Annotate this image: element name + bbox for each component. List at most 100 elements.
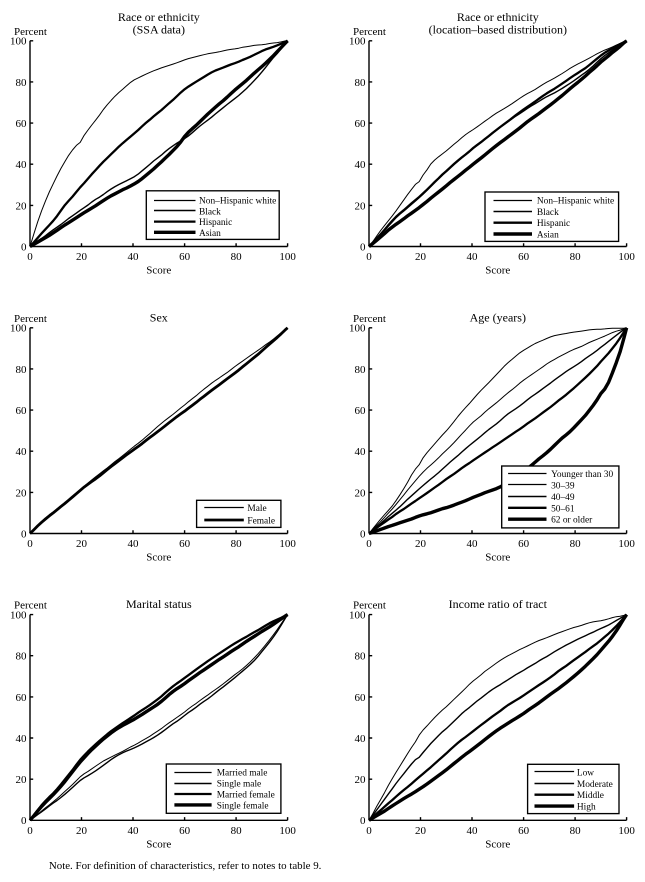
svg-text:60: 60 <box>518 538 530 550</box>
svg-text:60: 60 <box>518 825 530 837</box>
svg-text:20: 20 <box>415 251 427 263</box>
svg-text:20: 20 <box>16 200 28 212</box>
svg-text:Percent: Percent <box>14 313 47 325</box>
svg-text:60: 60 <box>16 692 28 704</box>
svg-text:40: 40 <box>467 825 479 837</box>
svg-text:Asian: Asian <box>199 229 221 239</box>
svg-text:40: 40 <box>355 159 367 171</box>
svg-text:20: 20 <box>76 251 88 263</box>
svg-text:60: 60 <box>16 405 28 417</box>
svg-text:Percent: Percent <box>353 600 386 612</box>
svg-text:80: 80 <box>355 364 367 376</box>
svg-text:100: 100 <box>618 251 635 263</box>
svg-text:Percent: Percent <box>14 600 47 612</box>
svg-text:0: 0 <box>27 825 33 837</box>
svg-text:80: 80 <box>16 77 28 89</box>
svg-text:0: 0 <box>360 528 366 540</box>
svg-text:0: 0 <box>27 251 33 263</box>
svg-text:80: 80 <box>570 251 582 263</box>
svg-text:Marital status: Marital status <box>126 597 192 611</box>
svg-text:100: 100 <box>10 323 27 335</box>
svg-text:0: 0 <box>21 815 27 827</box>
svg-text:100: 100 <box>349 323 366 335</box>
svg-text:Female: Female <box>247 517 275 527</box>
svg-text:100: 100 <box>349 610 366 622</box>
svg-text:100: 100 <box>279 251 296 263</box>
svg-text:40: 40 <box>128 825 140 837</box>
svg-text:Score: Score <box>485 552 510 564</box>
svg-text:Note. For definition of charac: Note. For definition of characteristics,… <box>49 860 321 872</box>
svg-text:20: 20 <box>76 538 88 550</box>
svg-text:80: 80 <box>16 364 28 376</box>
svg-text:100: 100 <box>618 538 635 550</box>
svg-text:20: 20 <box>415 825 427 837</box>
svg-text:Black: Black <box>199 207 221 217</box>
svg-text:20: 20 <box>16 487 28 499</box>
svg-text:Male: Male <box>247 504 266 514</box>
svg-text:80: 80 <box>231 251 243 263</box>
svg-text:High: High <box>577 803 596 813</box>
svg-text:0: 0 <box>21 528 27 540</box>
svg-text:20: 20 <box>76 825 88 837</box>
svg-text:Married female: Married female <box>217 790 275 801</box>
svg-text:40: 40 <box>16 159 28 171</box>
svg-text:Age (years): Age (years) <box>470 310 526 324</box>
svg-text:0: 0 <box>366 825 372 837</box>
svg-text:Score: Score <box>146 265 171 277</box>
svg-text:60: 60 <box>355 405 367 417</box>
svg-text:80: 80 <box>355 651 367 663</box>
svg-text:0: 0 <box>366 538 372 550</box>
svg-text:Married male: Married male <box>217 769 268 779</box>
svg-text:60: 60 <box>179 538 191 550</box>
svg-text:Non–Hispanic white: Non–Hispanic white <box>199 197 276 207</box>
svg-text:0: 0 <box>360 241 366 253</box>
svg-text:0: 0 <box>21 241 27 253</box>
svg-text:Race or ethnicity: Race or ethnicity <box>457 10 539 24</box>
svg-text:60: 60 <box>179 251 191 263</box>
svg-text:Moderate: Moderate <box>577 780 613 790</box>
svg-text:80: 80 <box>16 651 28 663</box>
svg-text:Hispanic: Hispanic <box>537 219 570 229</box>
svg-text:80: 80 <box>355 77 367 89</box>
svg-text:Asian: Asian <box>537 231 559 241</box>
svg-text:Middle: Middle <box>577 791 604 801</box>
svg-text:60: 60 <box>518 251 530 263</box>
svg-text:62 or older: 62 or older <box>551 516 593 526</box>
svg-text:40: 40 <box>467 538 479 550</box>
svg-text:Percent: Percent <box>353 26 386 38</box>
svg-text:Percent: Percent <box>353 313 386 325</box>
svg-text:40: 40 <box>355 733 367 745</box>
svg-text:30–39: 30–39 <box>551 482 575 492</box>
svg-text:20: 20 <box>355 200 367 212</box>
svg-text:Score: Score <box>485 839 510 851</box>
svg-text:100: 100 <box>10 610 27 622</box>
svg-text:40: 40 <box>128 251 140 263</box>
svg-text:Non–Hispanic white: Non–Hispanic white <box>537 197 614 207</box>
svg-text:Race or ethnicity: Race or ethnicity <box>118 10 200 24</box>
svg-text:Black: Black <box>537 208 559 218</box>
svg-text:50–61: 50–61 <box>551 504 575 514</box>
svg-text:(SSA data): (SSA data) <box>133 23 185 37</box>
svg-text:0: 0 <box>360 815 366 827</box>
svg-text:20: 20 <box>16 774 28 786</box>
svg-text:80: 80 <box>231 825 243 837</box>
svg-text:20: 20 <box>415 538 427 550</box>
svg-text:Single male: Single male <box>217 780 262 790</box>
svg-text:20: 20 <box>355 774 367 786</box>
svg-text:80: 80 <box>231 538 243 550</box>
svg-text:40–49: 40–49 <box>551 493 575 503</box>
svg-text:80: 80 <box>570 538 582 550</box>
svg-text:Score: Score <box>146 839 171 851</box>
svg-text:40: 40 <box>16 446 28 458</box>
svg-text:40: 40 <box>355 446 367 458</box>
svg-text:Younger than 30: Younger than 30 <box>551 470 613 480</box>
svg-text:80: 80 <box>570 825 582 837</box>
svg-text:40: 40 <box>128 538 140 550</box>
svg-text:Percent: Percent <box>14 26 47 38</box>
svg-text:Single female: Single female <box>217 800 269 811</box>
svg-text:Sex: Sex <box>150 310 168 324</box>
svg-text:100: 100 <box>618 825 635 837</box>
svg-text:0: 0 <box>366 251 372 263</box>
svg-text:60: 60 <box>16 118 28 130</box>
svg-text:60: 60 <box>355 692 367 704</box>
